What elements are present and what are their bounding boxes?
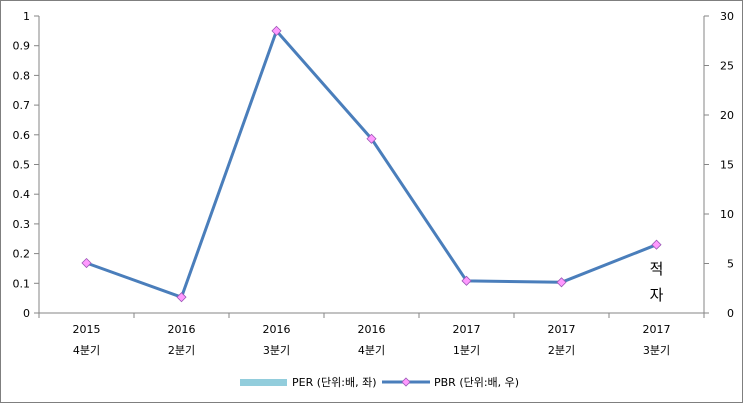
annotation-line-2: 자 — [650, 286, 664, 304]
left-tick-label: 0.2 — [13, 248, 31, 261]
left-tick-label: 0.6 — [13, 129, 31, 142]
x-tick-label-quarter: 2분기 — [548, 344, 575, 357]
left-tick-label: 0.4 — [13, 188, 31, 201]
pbr-data-point — [271, 25, 282, 36]
legend-label-per: PER (단위:배, 좌) — [292, 376, 377, 389]
pbr-data-point — [176, 292, 187, 303]
left-tick-label: 0.5 — [13, 159, 31, 172]
pbr-data-point — [366, 133, 377, 144]
right-tick-label: 15 — [720, 159, 734, 172]
right-tick-label: 25 — [720, 60, 734, 73]
right-tick-label: 0 — [727, 307, 734, 320]
left-tick-label: 0.7 — [13, 99, 31, 112]
x-tick-label-quarter: 4분기 — [358, 344, 385, 357]
x-tick-label-quarter: 3분기 — [263, 344, 290, 357]
legend-label-pbr: PBR (단위:배, 우) — [434, 376, 519, 389]
x-tick-label-year: 2017 — [643, 323, 671, 336]
pbr-data-point — [651, 239, 662, 250]
annotation-line-1: 적 — [650, 260, 664, 278]
x-tick-label-year: 2016 — [263, 323, 291, 336]
pbr-data-point — [461, 275, 472, 286]
legend-swatch-pbr-marker — [401, 377, 411, 387]
x-tick-label-quarter: 2분기 — [168, 344, 195, 357]
x-tick-label-quarter: 4분기 — [73, 344, 100, 357]
left-tick-label: 0.9 — [13, 40, 31, 53]
x-tick-label-year: 2017 — [548, 323, 576, 336]
x-tick-label-year: 2016 — [168, 323, 196, 336]
right-tick-label: 30 — [720, 10, 734, 23]
x-tick-label-quarter: 1분기 — [453, 344, 480, 357]
pbr-data-point — [556, 277, 567, 288]
x-tick-label-year: 2016 — [358, 323, 386, 336]
x-tick-label-year: 2015 — [73, 323, 101, 336]
right-tick-label: 5 — [727, 258, 734, 271]
x-tick-label-year: 2017 — [453, 323, 481, 336]
x-tick-label-quarter: 3분기 — [643, 344, 670, 357]
left-tick-label: 0.3 — [13, 218, 31, 231]
right-tick-label: 20 — [720, 109, 734, 122]
legend-swatch-per — [240, 379, 287, 386]
pbr-data-point — [81, 257, 92, 269]
pbr-series-line — [85, 29, 658, 299]
left-tick-label: 0 — [23, 307, 30, 320]
left-tick-label: 0.1 — [13, 277, 31, 290]
left-tick-label: 1 — [23, 10, 30, 23]
right-tick-label: 10 — [720, 208, 734, 221]
left-tick-label: 0.8 — [13, 69, 31, 82]
